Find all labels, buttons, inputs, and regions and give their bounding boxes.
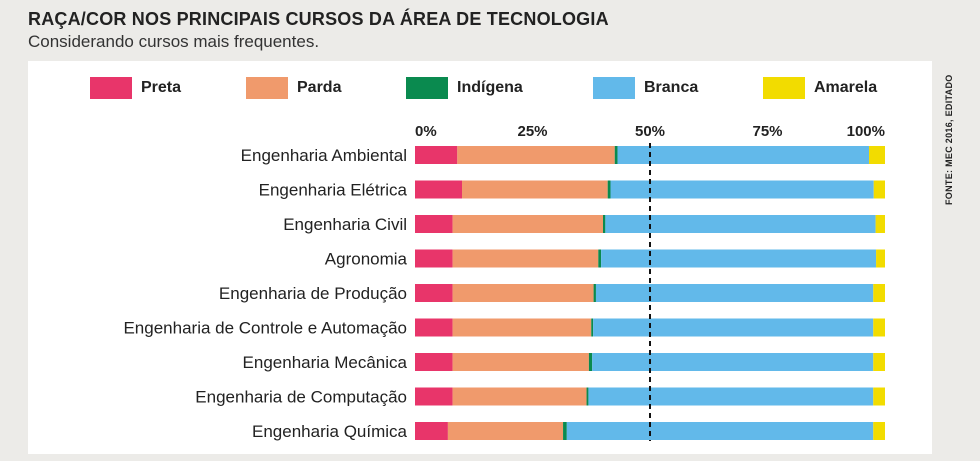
bar-segment-indigena <box>563 422 567 440</box>
legend-item-branca: Branca <box>593 76 698 100</box>
bar-segment-amarela <box>873 387 885 406</box>
legend-label-preta: Preta <box>141 79 182 96</box>
x-tick-label: 75% <box>752 123 782 140</box>
bar-segment-parda <box>452 284 594 302</box>
bar-segment-indigena <box>588 353 593 371</box>
bar-segment-parda <box>452 215 603 233</box>
bar-segment-amarela <box>873 180 885 199</box>
bar-segment-indigena <box>614 146 618 164</box>
bar-segment-amarela <box>876 249 885 268</box>
legend-swatch-indigena <box>406 77 448 99</box>
chart-subtitle: Considerando cursos mais frequentes. <box>28 32 320 51</box>
bar-segment-indigena <box>598 249 602 268</box>
legend-item-preta: Preta <box>90 76 181 100</box>
bar-segment-parda <box>452 353 589 371</box>
legend-item-parda: Parda <box>246 76 341 100</box>
legend-swatch-parda <box>246 77 288 99</box>
x-tick-label: 0% <box>415 123 437 140</box>
bar-segment-preta <box>415 422 448 440</box>
bar-segment-branca <box>592 353 874 371</box>
category-label: Engenharia Ambiental <box>241 146 407 165</box>
bar-segment-branca <box>566 422 874 440</box>
bar-segment-preta <box>415 284 453 302</box>
bar-segment-parda <box>457 146 615 164</box>
legend-label-branca: Branca <box>644 79 699 96</box>
category-label: Engenharia Elétrica <box>259 181 408 200</box>
bar-segment-amarela <box>873 422 885 440</box>
bar-segment-preta <box>415 387 453 406</box>
bar-segment-parda <box>447 422 564 440</box>
legend-item-amarela: Amarela <box>763 76 877 100</box>
bar-segment-amarela <box>873 284 885 302</box>
category-label: Engenharia Mecânica <box>243 353 408 372</box>
bar-segment-preta <box>415 318 453 337</box>
x-tick-label: 50% <box>635 123 665 140</box>
bar-segment-preta <box>415 353 453 371</box>
legend-swatch-preta <box>90 77 132 99</box>
legend-swatch-branca <box>593 77 635 99</box>
legend-swatch-amarela <box>763 77 805 99</box>
category-label: Engenharia Química <box>252 422 408 441</box>
bar-segment-indigena <box>603 215 606 233</box>
bar-segment-parda <box>452 387 587 406</box>
bar-segment-branca <box>617 146 870 164</box>
bar-segment-branca <box>595 284 874 302</box>
bar-segment-parda <box>452 249 599 268</box>
bar-segment-amarela <box>873 318 885 337</box>
bar-segment-indigena <box>591 318 594 337</box>
legend-label-parda: Parda <box>297 79 342 96</box>
legend-label-amarela: Amarela <box>814 79 878 96</box>
bar-segment-indigena <box>593 284 596 302</box>
bar-segment-amarela <box>869 146 885 164</box>
bar-segment-branca <box>588 387 874 406</box>
bar-segment-branca <box>610 180 874 199</box>
x-tick-label: 100% <box>847 123 885 140</box>
bar-segment-indigena <box>607 180 611 199</box>
bar-segment-parda <box>462 180 608 199</box>
bar-segment-preta <box>415 249 453 268</box>
legend-label-indigena: Indígena <box>457 79 523 96</box>
bar-segment-branca <box>593 318 874 337</box>
bar-segment-branca <box>605 215 876 233</box>
category-label: Engenharia de Computação <box>195 388 407 407</box>
legend-item-indigena: Indígena <box>406 76 523 100</box>
chart-title: RAÇA/COR NOS PRINCIPAIS CURSOS DA ÁREA D… <box>28 9 609 29</box>
bar-segment-preta <box>415 146 458 164</box>
bar-segment-amarela <box>873 353 885 371</box>
category-label: Engenharia de Produção <box>219 284 407 303</box>
bar-segment-amarela <box>875 215 885 233</box>
bar-segment-branca <box>601 249 877 268</box>
bar-segment-indigena <box>586 387 589 406</box>
bar-segment-preta <box>415 180 462 199</box>
x-tick-label: 25% <box>517 123 547 140</box>
category-label: Engenharia Civil <box>283 215 407 234</box>
bar-segment-parda <box>452 318 592 337</box>
category-label: Engenharia de Controle e Automação <box>123 319 407 338</box>
category-label: Agronomia <box>325 250 408 269</box>
bar-segment-preta <box>415 215 453 233</box>
